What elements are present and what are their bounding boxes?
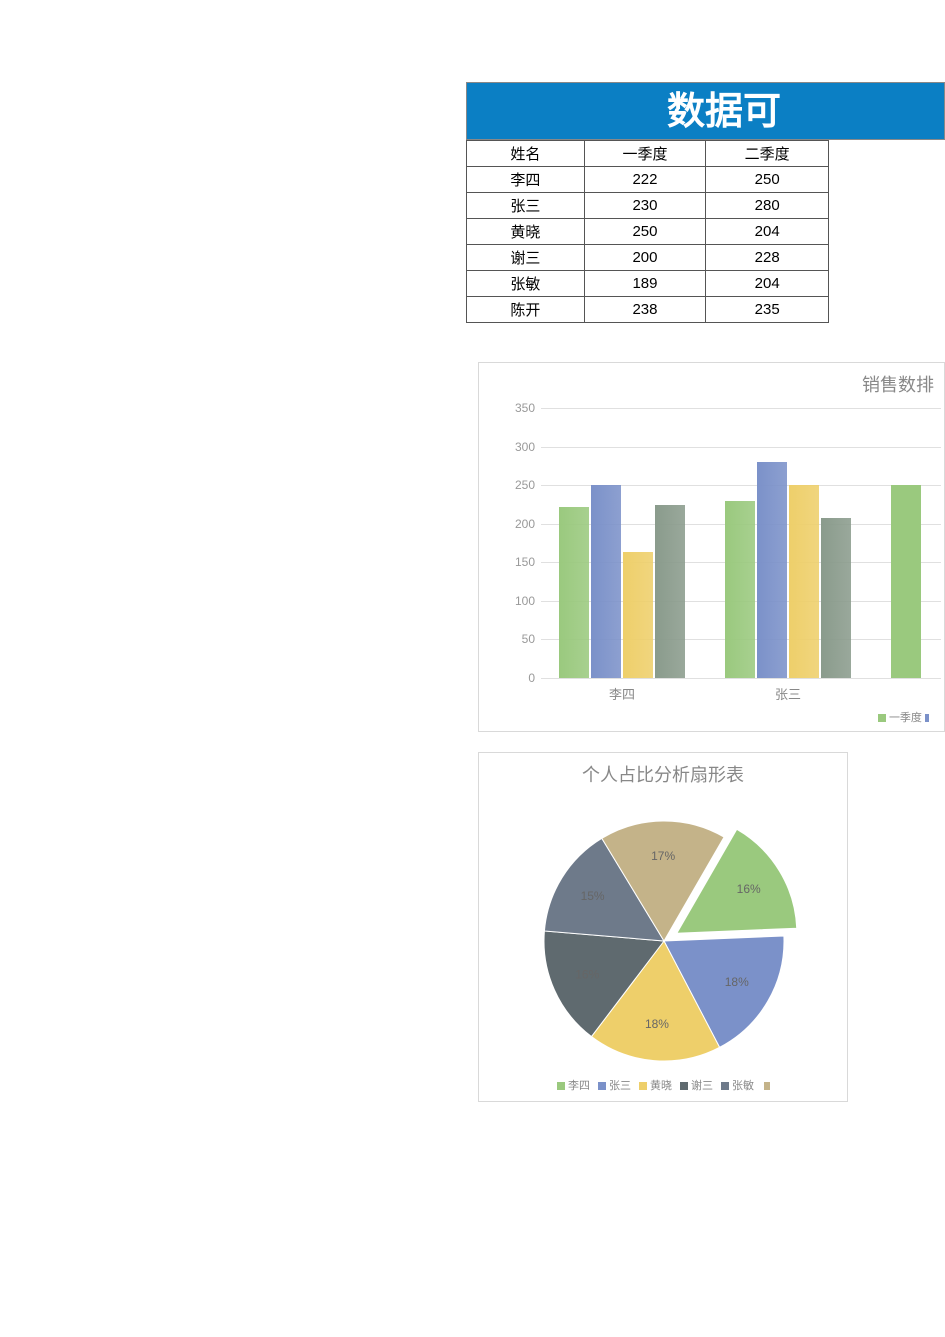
pie-chart: 个人占比分析扇形表 16% 18% 18% 16% 15% 17% 李四 张三 黄晓 谢三 张敏 xyxy=(478,752,848,1102)
table-cell: 张三 xyxy=(467,193,585,219)
pie-legend-item: 张三 xyxy=(598,1080,631,1092)
bar-y-tick: 150 xyxy=(495,555,535,569)
table-cell: 陈开 xyxy=(467,297,585,323)
bar-gridline xyxy=(541,447,941,448)
pie-chart-svg: 16% 18% 18% 16% 15% 17% xyxy=(509,791,819,1081)
bar-gridline xyxy=(541,678,941,679)
table-cell: 250 xyxy=(706,167,829,193)
pie-slice-label: 15% xyxy=(581,889,605,903)
legend-swatch-partial xyxy=(925,714,929,722)
col-header-q2: 二季度 xyxy=(706,141,829,167)
bar-y-tick: 300 xyxy=(495,440,535,454)
bar-李四-三季度 xyxy=(623,552,653,678)
legend-label: 一季度 xyxy=(889,712,925,724)
bar-y-tick: 100 xyxy=(495,594,535,608)
pie-legend-item: 李四 xyxy=(557,1080,590,1092)
table-cell: 235 xyxy=(706,297,829,323)
bar-张三-二季度 xyxy=(757,462,787,678)
table-row: 张三230280 xyxy=(467,193,829,219)
bar-y-tick: 250 xyxy=(495,478,535,492)
bar-partial-next xyxy=(891,485,921,678)
legend-label: 李四 xyxy=(568,1080,590,1092)
bar-张三-三季度 xyxy=(789,485,819,678)
bar-y-tick: 350 xyxy=(495,401,535,415)
legend-swatch-partial xyxy=(764,1082,770,1090)
table-cell: 204 xyxy=(706,219,829,245)
pie-legend-item: 张敏 xyxy=(721,1080,754,1092)
legend-label: 谢三 xyxy=(691,1080,713,1092)
table-cell: 222 xyxy=(584,167,706,193)
bar-李四-二季度 xyxy=(591,485,621,678)
bar-chart: 销售数排 050100150200250300350李四张三 一季度 xyxy=(478,362,945,732)
legend-swatch xyxy=(639,1082,647,1090)
pie-legend-item: 谢三 xyxy=(680,1080,713,1092)
pie-slice-label: 18% xyxy=(725,975,749,989)
table-cell: 280 xyxy=(706,193,829,219)
pie-slice-label: 18% xyxy=(645,1017,669,1031)
table-title-text: 数据可 xyxy=(667,91,781,133)
col-header-name: 姓名 xyxy=(467,141,585,167)
legend-label: 张敏 xyxy=(732,1080,754,1092)
bar-张三-一季度 xyxy=(725,501,755,678)
table-cell: 204 xyxy=(706,271,829,297)
legend-label: 张三 xyxy=(609,1080,631,1092)
legend-swatch xyxy=(721,1082,729,1090)
data-table: 姓名 一季度 二季度 李四222250张三230280黄晓250204谢三200… xyxy=(466,140,829,323)
table-cell: 228 xyxy=(706,245,829,271)
table-cell: 黄晓 xyxy=(467,219,585,245)
bar-y-tick: 50 xyxy=(495,632,535,646)
pie-slice-label: 16% xyxy=(737,882,761,896)
table-cell: 李四 xyxy=(467,167,585,193)
pie-chart-legend: 李四 张三 黄晓 谢三 张敏 xyxy=(479,1077,847,1093)
bar-李四-一季度 xyxy=(559,507,589,678)
pie-legend-item: 黄晓 xyxy=(639,1080,672,1092)
table-row: 黄晓250204 xyxy=(467,219,829,245)
legend-swatch xyxy=(598,1082,606,1090)
bar-chart-title: 销售数排 xyxy=(479,371,944,397)
col-header-q1: 一季度 xyxy=(584,141,706,167)
table-cell: 谢三 xyxy=(467,245,585,271)
bar-y-tick: 0 xyxy=(495,671,535,685)
legend-swatch xyxy=(680,1082,688,1090)
table-cell: 250 xyxy=(584,219,706,245)
bar-chart-plot: 050100150200250300350李四张三 xyxy=(541,408,941,678)
pie-chart-title: 个人占比分析扇形表 xyxy=(479,761,847,787)
table-row: 陈开238235 xyxy=(467,297,829,323)
table-row: 谢三200228 xyxy=(467,245,829,271)
table-cell: 238 xyxy=(584,297,706,323)
table-cell: 189 xyxy=(584,271,706,297)
pie-slice-label: 16% xyxy=(575,967,599,981)
pie-slice-label: 17% xyxy=(651,849,675,863)
bar-y-tick: 200 xyxy=(495,517,535,531)
bar-gridline xyxy=(541,408,941,409)
bar-x-label: 张三 xyxy=(725,684,851,703)
legend-label: 黄晓 xyxy=(650,1080,672,1092)
bar-x-label: 李四 xyxy=(559,684,685,703)
table-header-row: 姓名 一季度 二季度 xyxy=(467,141,829,167)
table-cell: 230 xyxy=(584,193,706,219)
bar-chart-legend: 一季度 xyxy=(479,709,944,725)
table-cell: 200 xyxy=(584,245,706,271)
table-title-bar: 数据可 xyxy=(466,82,945,140)
table-cell: 张敏 xyxy=(467,271,585,297)
legend-swatch xyxy=(557,1082,565,1090)
legend-swatch xyxy=(878,714,886,722)
bar-张三-四季度 xyxy=(821,518,851,678)
bar-李四-四季度 xyxy=(655,505,685,678)
table-row: 李四222250 xyxy=(467,167,829,193)
table-row: 张敏189204 xyxy=(467,271,829,297)
